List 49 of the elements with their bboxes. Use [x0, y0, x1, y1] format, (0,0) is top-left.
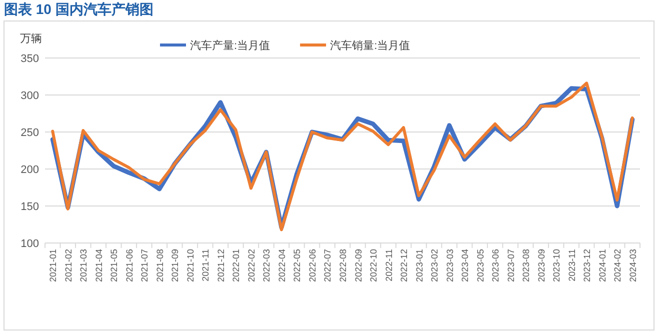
x-tick-label: 2023-12 [582, 249, 592, 282]
x-tick-label: 2023-03 [444, 249, 455, 282]
y-tick-label: 350 [20, 53, 39, 65]
x-tick-label: 2023-11 [566, 249, 577, 282]
x-tick-label: 2021-12 [216, 249, 226, 282]
x-tick-label: 2023-02 [430, 249, 440, 282]
x-tick-label: 2021-06 [124, 249, 134, 282]
x-tick-label: 2021-10 [185, 249, 196, 282]
x-tick-label: 2024-03 [628, 249, 638, 282]
x-tick-label: 2023-09 [536, 249, 546, 282]
x-tick-label: 2021-02 [63, 249, 74, 282]
x-tick-label: 2021-04 [94, 249, 104, 282]
x-tick-label: 2022-11 [384, 249, 394, 282]
x-tick-label: 2021-09 [170, 249, 180, 282]
x-tick-label: 2023-01 [414, 249, 424, 282]
y-tick-label: 300 [20, 90, 39, 102]
chart-title: 图表 10 国内汽车产销图 [4, 1, 154, 17]
legend-label: 汽车产量:当月值 [190, 39, 270, 52]
x-tick-label: 2023-06 [490, 249, 501, 282]
y-axis-title: 万辆 [20, 33, 42, 45]
x-tick-label: 2023-07 [506, 249, 516, 282]
x-tick-label: 2024-02 [612, 249, 623, 282]
x-tick-label: 2023-05 [475, 249, 486, 282]
x-tick-label: 2022-10 [368, 249, 379, 282]
x-tick-label: 2021-03 [78, 249, 89, 282]
x-tick-label: 2023-04 [460, 249, 470, 282]
x-tick-label: 2022-08 [338, 249, 348, 282]
x-tick-label: 2022-07 [322, 249, 333, 282]
y-tick-label: 150 [20, 201, 39, 213]
x-tick-label: 2022-04 [276, 249, 287, 282]
x-tick-label: 2022-05 [292, 249, 302, 282]
x-tick-label: 2021-11 [200, 249, 211, 282]
y-tick-label: 100 [20, 238, 39, 250]
x-tick-label: 2021-08 [154, 249, 165, 282]
y-tick-label: 200 [20, 164, 39, 176]
x-tick-label: 2022-02 [246, 249, 256, 282]
x-tick-label: 2022-03 [262, 249, 272, 282]
x-tick-label: 2024-01 [597, 249, 608, 282]
y-tick-label: 250 [20, 127, 39, 139]
x-tick-label: 2021-05 [109, 249, 120, 282]
legend-label: 汽车销量:当月值 [330, 39, 410, 52]
x-tick-label: 2022-01 [231, 249, 242, 282]
x-tick-label: 2023-08 [521, 249, 532, 282]
x-tick-label: 2021-07 [140, 249, 150, 282]
x-tick-label: 2022-12 [399, 249, 410, 282]
x-tick-label: 2022-09 [353, 249, 364, 282]
x-tick-label: 2023-10 [552, 249, 562, 282]
x-tick-label: 2021-01 [48, 249, 58, 282]
x-tick-label: 2022-06 [307, 249, 318, 282]
